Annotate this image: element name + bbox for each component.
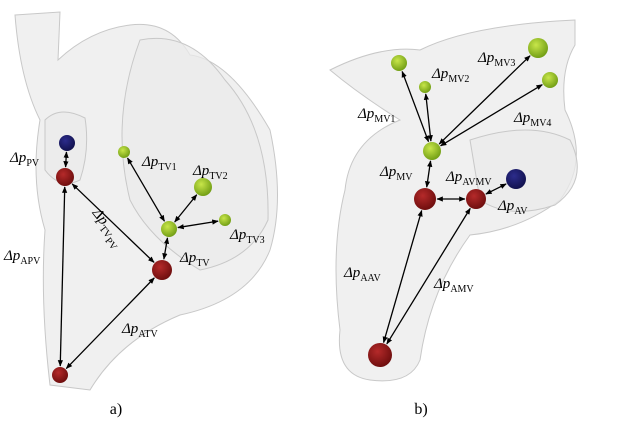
valve-node	[368, 343, 392, 367]
valve-node	[219, 214, 231, 226]
valve-node	[59, 135, 75, 151]
label-symbol: Δp	[121, 321, 139, 337]
label-symbol: Δp	[357, 106, 375, 122]
label-subscript: TV2	[209, 171, 227, 182]
label-subscript: AAV	[360, 273, 381, 284]
label-subscript: MV2	[448, 74, 469, 85]
label-symbol: Δp	[497, 198, 515, 214]
valve-node	[161, 221, 177, 237]
label-symbol: Δp	[179, 250, 197, 266]
valve-node	[542, 72, 558, 88]
valve-node	[391, 55, 407, 71]
label-symbol: Δp	[513, 110, 531, 126]
label-subscript: MV4	[530, 118, 551, 129]
valve-node	[506, 169, 526, 189]
label-subscript: TV1	[158, 162, 176, 173]
edge-label: ΔpAPV	[3, 248, 41, 267]
label-symbol: Δp	[192, 163, 210, 179]
label-symbol: Δp	[433, 276, 451, 292]
label-symbol: Δp	[379, 164, 397, 180]
edge-label: ΔpPV	[9, 150, 40, 169]
label-subscript: TV	[196, 258, 210, 269]
label-symbol: Δp	[141, 154, 159, 170]
figure: ΔpPVΔpAPVΔpTVPVΔpATVΔpTV1ΔpTV2ΔpTV3ΔpTVΔ…	[0, 0, 623, 431]
valve-node	[466, 189, 486, 209]
panel-caption: b)	[414, 401, 427, 418]
label-subscript: PV	[26, 158, 40, 169]
valve-node	[419, 81, 431, 93]
label-symbol: Δp	[229, 227, 247, 243]
label-symbol: Δp	[9, 150, 27, 166]
label-subscript: MV1	[374, 114, 395, 125]
valve-node	[528, 38, 548, 58]
label-symbol: Δp	[3, 248, 21, 264]
label-symbol: Δp	[431, 66, 449, 82]
edge-label: ΔpAMV	[433, 276, 474, 295]
valve-node	[152, 260, 172, 280]
valve-node	[118, 146, 130, 158]
valve-node	[52, 367, 68, 383]
label-subscript: AVMV	[462, 177, 492, 188]
label-subscript: MV3	[494, 58, 515, 69]
edge-arrow	[66, 152, 67, 167]
label-subscript: AV	[514, 206, 528, 217]
valve-node	[423, 142, 441, 160]
label-symbol: Δp	[477, 50, 495, 66]
label-subscript: ATV	[138, 329, 158, 340]
label-subscript: AMV	[450, 284, 474, 295]
valve-node	[56, 168, 74, 186]
panel-caption: a)	[110, 401, 122, 418]
label-symbol: Δp	[343, 265, 361, 281]
label-subscript: APV	[20, 256, 41, 267]
valve-node	[414, 188, 436, 210]
label-symbol: Δp	[445, 169, 463, 185]
label-subscript: TV3	[246, 235, 264, 246]
label-subscript: MV	[396, 172, 413, 183]
